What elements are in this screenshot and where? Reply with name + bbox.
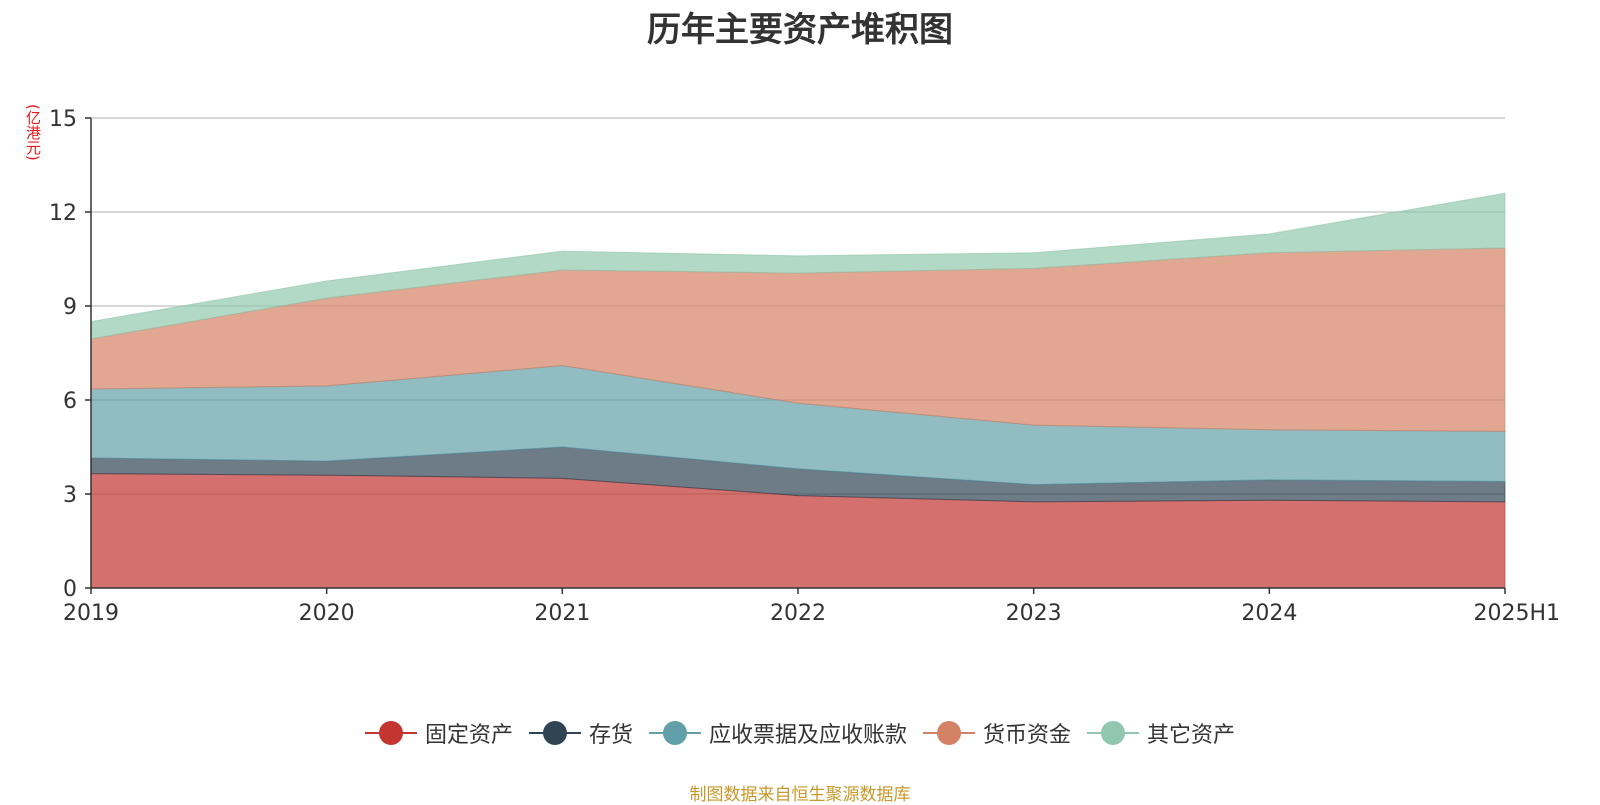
axes	[85, 117, 1506, 594]
tick-labels: 0 3 6 9 12 15 2019 2020 2021 2022 2023 2024 2025H1	[49, 107, 1560, 626]
legend-label: 应收票据及应收账款	[708, 723, 907, 748]
legend-marker-icon	[648, 720, 701, 746]
legend-item[interactable]: 货币资金	[923, 717, 1071, 749]
legend-label: 存货	[588, 723, 633, 748]
area-series-4	[90, 192, 1506, 340]
source-note: 制图数据来自恒生聚源数据库	[689, 785, 911, 805]
y-tick-label: 12	[49, 201, 77, 226]
legend-marker-icon	[528, 720, 581, 746]
legend-item[interactable]: 应收票据及应收账款	[648, 717, 907, 749]
legend-item[interactable]: 固定资产	[364, 717, 513, 749]
legend-label: 固定资产	[424, 723, 513, 748]
y-tick-label: 0	[63, 577, 77, 602]
y-tick-label: 9	[63, 295, 77, 320]
chart-title: 历年主要资产堆积图	[647, 10, 953, 50]
x-tick-label: 2021	[534, 601, 590, 626]
legend-marker-icon	[1087, 720, 1140, 746]
y-tick-label: 3	[63, 483, 77, 508]
x-tick-label: 2019	[63, 601, 119, 626]
legend: 固定资产 存货 应收票据及应收账款 货币资金 其它资产	[0, 717, 1600, 749]
legend-label: 其它资产	[1147, 723, 1236, 748]
x-tick-label: 2025H1	[1473, 601, 1560, 626]
y-axis-unit-label: (亿港元)	[24, 104, 42, 161]
x-tick-label: 2020	[299, 601, 355, 626]
x-tick-label: 2022	[770, 601, 826, 626]
x-tick-label: 2023	[1006, 601, 1062, 626]
legend-dot	[378, 721, 403, 745]
legend-dot	[937, 721, 961, 745]
legend-dot	[542, 721, 567, 745]
legend-item[interactable]: 其它资产	[1087, 717, 1235, 749]
legend-dot	[1101, 721, 1126, 745]
legend-marker-icon	[364, 720, 417, 746]
legend-dot	[662, 721, 687, 745]
legend-label: 货币资金	[983, 723, 1072, 748]
area-series	[90, 192, 1506, 589]
x-tick-label: 2024	[1241, 601, 1297, 626]
y-tick-label: 15	[49, 107, 77, 132]
legend-marker-icon	[923, 720, 975, 746]
y-tick-label: 6	[63, 389, 77, 414]
legend-item[interactable]: 存货	[528, 717, 633, 749]
